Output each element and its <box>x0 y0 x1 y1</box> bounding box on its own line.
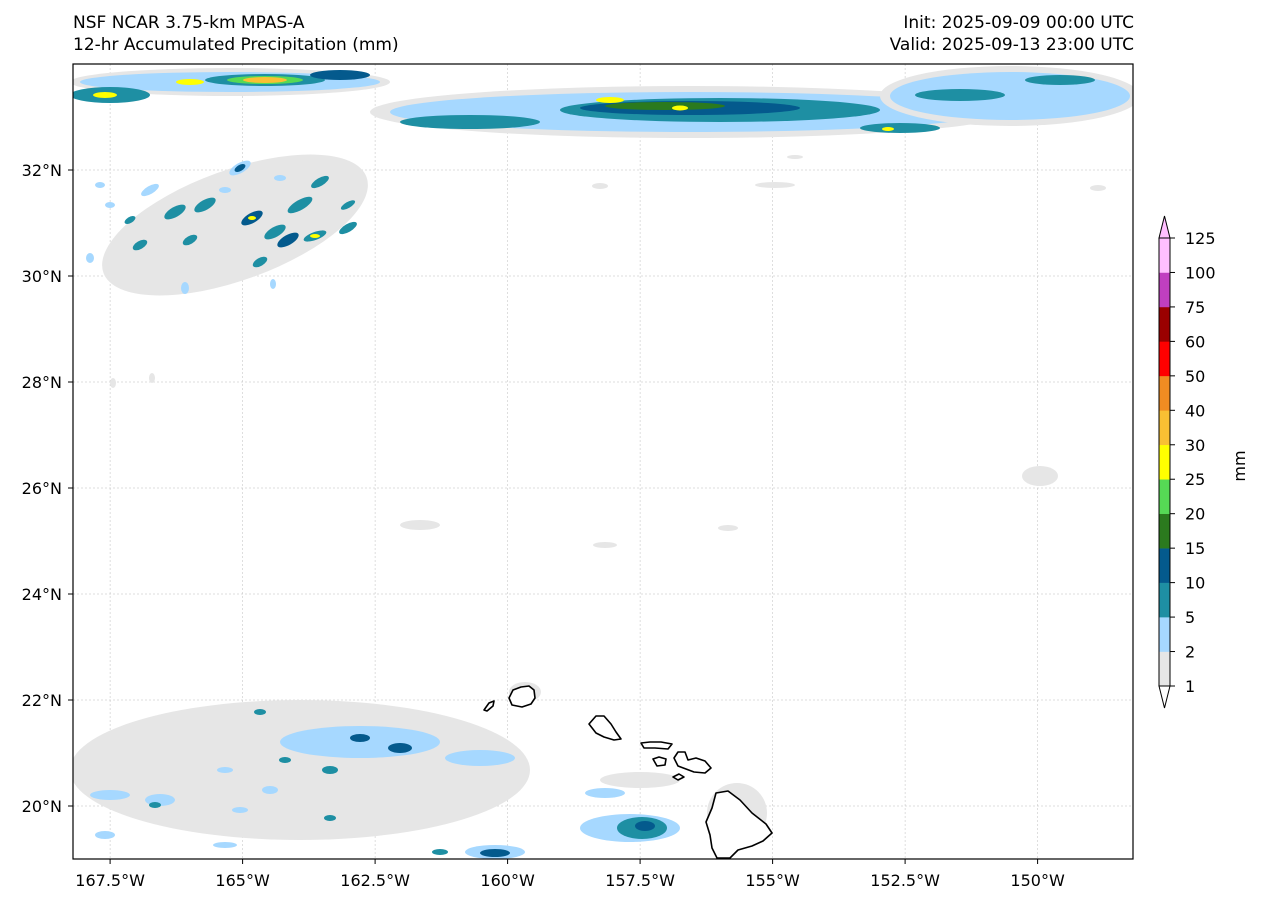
model-title: NSF NCAR 3.75-km MPAS-A <box>73 13 305 33</box>
precip-field <box>73 66 1133 859</box>
lon-tick-label: 160°W <box>480 871 535 890</box>
valid-time: Valid: 2025-09-13 23:00 UTC <box>889 35 1134 55</box>
colorbar-segment <box>1159 410 1170 446</box>
lon-tick-label: 157.5°W <box>605 871 675 890</box>
lon-tick-label: 152.5°W <box>870 871 940 890</box>
lat-tick-label: 26°N <box>22 479 62 498</box>
colorbar-tick-label: 125 <box>1185 229 1216 248</box>
colorbar-segment <box>1159 582 1170 618</box>
colorbar-max-extend <box>1158 215 1171 239</box>
lon-tick-label: 155°W <box>745 871 800 890</box>
colorbar-outline <box>1158 237 1171 687</box>
colorbar-segment <box>1159 306 1170 342</box>
lat-tick-label: 22°N <box>22 691 62 710</box>
colorbar-tick-label: 20 <box>1185 505 1205 524</box>
colorbar-label: mm <box>1230 450 1249 481</box>
island-kahoolawe <box>672 773 685 781</box>
latitude-axis: 32°N 30°N 28°N 26°N 24°N 22°N 20°N <box>22 161 73 816</box>
precip-northwest-band <box>73 68 390 103</box>
colorbar-segment <box>1159 238 1170 273</box>
lon-tick-label: 165°W <box>215 871 270 890</box>
longitude-axis: 167.5°W 165°W 162.5°W 160°W 157.5°W 155°W 152.… <box>75 859 1065 890</box>
colorbar-tick-label: 40 <box>1185 401 1205 420</box>
lon-tick-label: 150°W <box>1010 871 1065 890</box>
colorbar-tick-label: 2 <box>1185 643 1195 662</box>
colorbar-segment <box>1159 272 1170 308</box>
colorbar-segment <box>1159 548 1170 583</box>
lon-tick-label: 162.5°W <box>340 871 410 890</box>
precip-southwest-showers <box>73 700 530 859</box>
plot-frame <box>72 63 1134 860</box>
colorbar-tick-label: 15 <box>1185 539 1205 558</box>
lat-tick-label: 24°N <box>22 585 62 604</box>
gridlines <box>73 64 1133 859</box>
precip-north-band <box>370 86 1010 138</box>
colorbar-segment <box>1159 341 1170 377</box>
island-oahu <box>588 715 622 741</box>
island-molokai <box>640 741 673 750</box>
init-time: Init: 2025-09-09 00:00 UTC <box>903 13 1134 33</box>
colorbar-tick-label: 30 <box>1185 436 1205 455</box>
lon-tick-label: 167.5°W <box>75 871 145 890</box>
colorbar-tick-label: 75 <box>1185 298 1205 317</box>
precip-cellular-cluster <box>86 154 368 296</box>
colorbar-segment <box>1159 617 1170 652</box>
colorbar-segment <box>1159 479 1170 514</box>
island-kauai <box>508 685 536 708</box>
island-hawaii <box>705 790 773 859</box>
colorbar-segment <box>1159 375 1170 411</box>
island-niihau <box>483 700 495 712</box>
precip-scattered-light <box>110 155 1106 548</box>
colorbar-tick-label: 1 <box>1185 677 1195 696</box>
colorbar-tick-label: 100 <box>1185 263 1216 282</box>
colorbar-tick-label: 10 <box>1185 574 1205 593</box>
lat-tick-label: 28°N <box>22 373 62 392</box>
lat-tick-label: 30°N <box>22 267 62 286</box>
hawaiian-islands <box>483 685 773 859</box>
lat-tick-label: 32°N <box>22 161 62 180</box>
lat-tick-label: 20°N <box>22 797 62 816</box>
colorbar-segment <box>1159 513 1170 549</box>
colorbar-tick-label: 60 <box>1185 332 1205 351</box>
colorbar-tick-label: 50 <box>1185 367 1205 386</box>
colorbar-segment <box>1159 444 1170 480</box>
colorbar-segment <box>1159 651 1170 687</box>
colorbar-tick-label: 25 <box>1185 470 1205 489</box>
colorbar-min-extend <box>1158 685 1171 709</box>
precip-northeast-band <box>860 66 1133 133</box>
island-maui <box>673 751 712 774</box>
island-lanai <box>652 756 667 767</box>
field-title: 12-hr Accumulated Precipitation (mm) <box>73 35 399 55</box>
colorbar-tick-label: 5 <box>1185 608 1195 627</box>
